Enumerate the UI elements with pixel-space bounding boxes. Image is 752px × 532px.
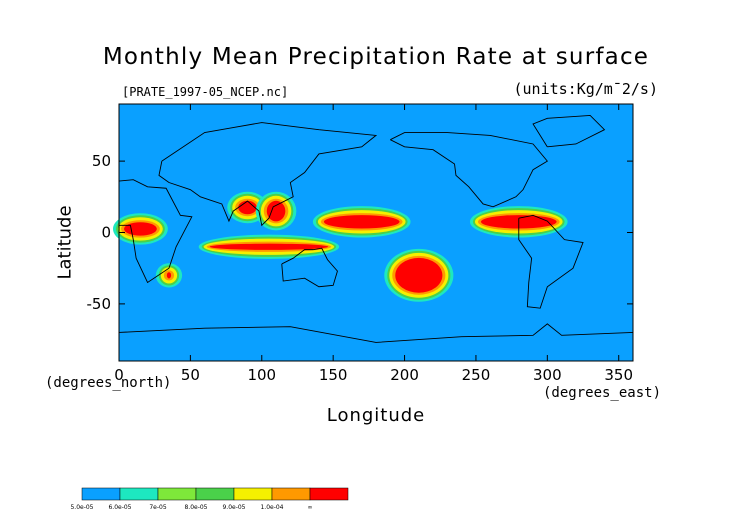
axes: 0 50 100 150 200 250 300 350 50 0 -50 <box>87 103 634 384</box>
coastline <box>281 247 338 288</box>
precip-region <box>227 191 268 224</box>
colorbar-swatch <box>157 487 197 501</box>
coastline <box>158 122 378 227</box>
colorbar-label: 1.0e-04 <box>260 504 283 511</box>
chart-subtitle: [PRATE_1997-05_NCEP.nc] <box>122 85 289 99</box>
colorbar-swatch <box>119 487 159 501</box>
x-tick-label: 300 <box>533 366 562 384</box>
y-tick-label: -50 <box>87 295 112 313</box>
coastline <box>118 179 193 284</box>
colorbar-label: ∞ <box>308 504 313 511</box>
y-tick-label: 50 <box>92 152 111 170</box>
coastline <box>518 214 584 309</box>
colorbar-label: 6.0e-05 <box>108 504 131 511</box>
x-tick-label: 100 <box>247 366 276 384</box>
y-axis-unit: (degrees_north) <box>45 375 172 391</box>
colorbar-label: 9.0e-05 <box>222 504 245 511</box>
x-axis-label: Longitude <box>326 405 426 426</box>
chart-title: Monthly Mean Precipitation Rate at surfa… <box>102 44 650 70</box>
precip-region <box>384 248 454 302</box>
colorbar-swatch <box>309 487 349 501</box>
coastline <box>118 323 634 343</box>
coastline <box>532 114 606 148</box>
x-tick-label: 50 <box>181 366 200 384</box>
coastlines <box>118 114 634 343</box>
x-tick-label: 200 <box>390 366 419 384</box>
colorbar-swatch <box>195 487 235 501</box>
colorbar-swatch <box>271 487 311 501</box>
colorbar-label: 8.0e-05 <box>184 504 207 511</box>
precip-region <box>113 213 168 245</box>
x-axis-unit: (degrees_east) <box>543 385 662 401</box>
x-tick-label: 350 <box>604 366 633 384</box>
x-tick-label: 150 <box>319 366 348 384</box>
precip-region <box>198 234 340 259</box>
y-tick-label: 0 <box>101 224 111 242</box>
precip-region <box>312 206 411 238</box>
colorbar-label: 7e-05 <box>149 504 166 511</box>
x-tick-label: 0 <box>114 366 124 384</box>
plot-area <box>113 104 633 361</box>
colorbar: 5.0e-05 6.0e-05 7e-05 8.0e-05 9.0e-05 1.0e-04… <box>70 487 349 511</box>
colorbar-swatch <box>81 487 121 501</box>
precip-region <box>155 263 183 288</box>
colorbar-label: 5.0e-05 <box>70 504 93 511</box>
x-tick-label: 250 <box>462 366 491 384</box>
units-label: (units:Kg/m¯2/s) <box>513 80 659 98</box>
colorbar-swatch <box>233 487 273 501</box>
coastline <box>390 132 549 208</box>
